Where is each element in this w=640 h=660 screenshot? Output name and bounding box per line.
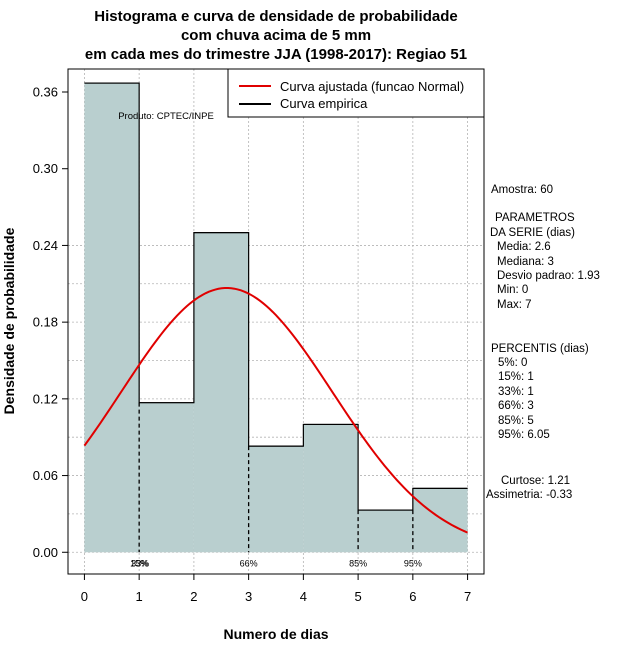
percentis-heading: PERCENTIS (dias) (491, 343, 589, 355)
y-tick-label-5: 0.30 (33, 161, 58, 176)
bar-1 (139, 402, 194, 553)
legend-label-normal: Curva ajustada (funcao Normal) (280, 79, 464, 94)
percentil-15: 15%: 1 (498, 371, 534, 383)
stat-curtose: Curtose: 1.21 (501, 475, 570, 487)
percentil-33: 33%: 1 (498, 386, 534, 398)
y-tick-label-6: 0.36 (33, 85, 58, 100)
percentil-66: 66%: 3 (498, 400, 534, 412)
chart-title-line-2: com chuva acima de 5 mm (181, 27, 371, 44)
y-tick-label-4: 0.24 (33, 238, 58, 253)
bar-4 (303, 424, 359, 553)
x-tick-label-2: 2 (190, 589, 197, 604)
bar-6 (412, 488, 468, 553)
y-tick-label-2: 0.12 (33, 391, 58, 406)
percentil-95: 95%: 6.05 (498, 429, 550, 441)
stat-amostra: Amostra: 60 (491, 184, 553, 196)
legend-box (227, 68, 485, 118)
percentil-85: 85%: 5 (498, 415, 534, 427)
stat-media: Media: 2.6 (497, 241, 551, 253)
x-tick-label-5: 5 (354, 589, 361, 604)
x-tick-label-7: 7 (464, 589, 471, 604)
y-tick-label-0: 0.00 (33, 545, 58, 560)
param-heading-1: PARAMETROS (495, 212, 575, 224)
legend-label-empirical: Curva empirica (280, 96, 368, 111)
credit-text: Produto: CPTEC/INPE (118, 111, 214, 122)
percentil-5: 5%: 0 (498, 357, 527, 369)
y-tick-label-1: 0.06 (33, 468, 58, 483)
stats-panel: Amostra: 60 PARAMETROS DA SERIE (dias) M… (486, 184, 600, 501)
stat-assimetria: Assimetria: -0.33 (486, 489, 572, 501)
chart-title-line-1: Histograma e curva de densidade de proba… (94, 8, 457, 25)
y-axis-title: Densidade de probabilidade (1, 227, 17, 414)
percentile-labels: 15%33% 66% 85% 95% (130, 558, 422, 568)
y-axis: 0.00 0.06 0.12 0.18 0.24 0.30 0.36 (33, 85, 68, 560)
empirical-curve (84, 82, 468, 511)
x-axis: 0 1 2 3 4 5 6 7 (81, 574, 471, 604)
percentile-lines (138, 402, 414, 553)
stat-mediana: Mediana: 3 (497, 256, 554, 268)
x-tick-label-6: 6 (409, 589, 416, 604)
percentile-label-3: 85% (349, 558, 367, 568)
bar-5 (358, 510, 413, 553)
normal-fit-curve (83, 287, 468, 534)
stat-desvio: Desvio padrao: 1.93 (497, 270, 600, 282)
histogram-bars (84, 82, 468, 553)
bar-2 (193, 232, 249, 553)
x-tick-label-4: 4 (300, 589, 307, 604)
y-tick-label-3: 0.18 (33, 315, 58, 330)
percentile-label-0: 15% (130, 558, 148, 568)
legend: Curva ajustada (funcao Normal) Curva emp… (227, 68, 485, 118)
percentile-label-2: 66% (240, 558, 258, 568)
x-tick-label-1: 1 (136, 589, 143, 604)
stat-max: Max: 7 (497, 299, 532, 311)
stat-min: Min: 0 (497, 284, 528, 296)
x-tick-label-0: 0 (81, 589, 88, 604)
percentile-label-1: 33% (131, 558, 149, 568)
bar-0 (84, 83, 140, 553)
chart-title-line-3: em cada mes do trimestre JJA (1998-2017)… (85, 46, 467, 63)
bar-3 (248, 446, 304, 553)
percentile-label-4: 95% (404, 558, 422, 568)
x-axis-title: Numero de dias (223, 626, 328, 642)
x-tick-label-3: 3 (245, 589, 252, 604)
param-heading-2: DA SERIE (dias) (490, 227, 575, 239)
